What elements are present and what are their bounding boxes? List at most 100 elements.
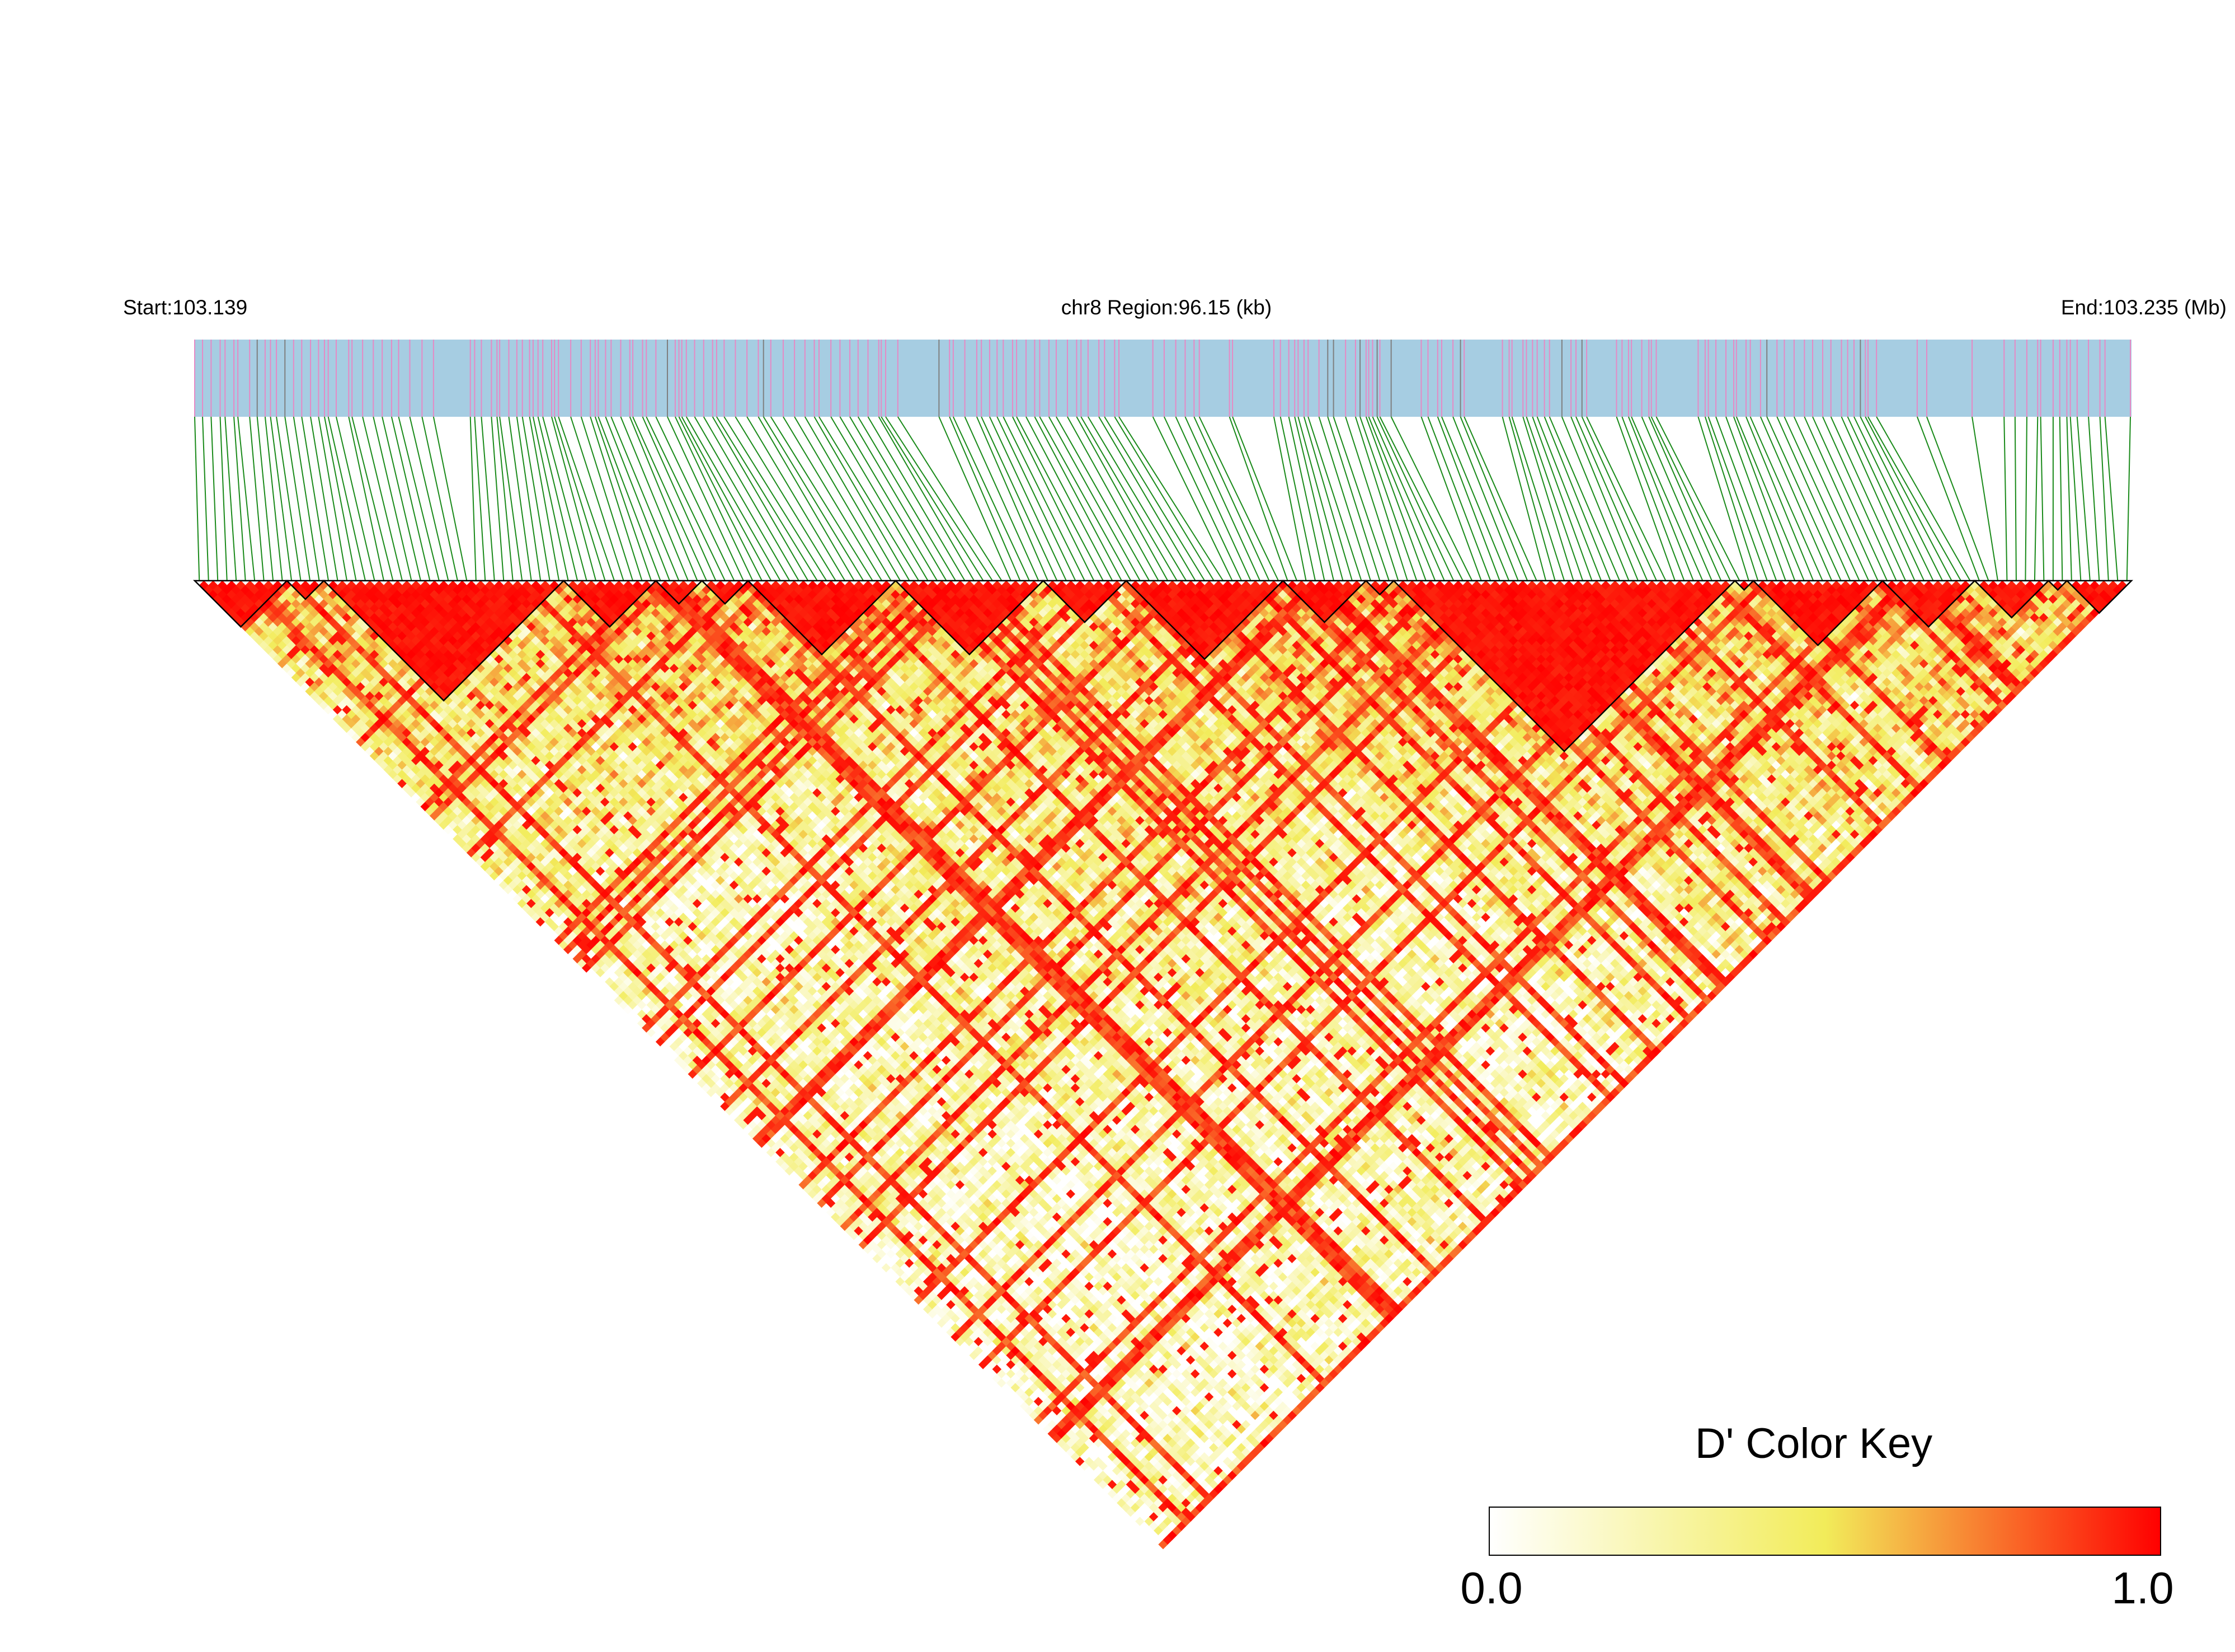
snp-connector-line	[390, 416, 431, 581]
snp-connector-line	[1104, 416, 1206, 581]
snp-connector-line	[1088, 416, 1187, 581]
snp-connector-line	[1707, 416, 1768, 581]
snp-connector-line	[1502, 416, 1547, 581]
snp-connector-line	[1735, 416, 1805, 581]
snp-connector-line	[351, 416, 394, 581]
snp-connector-line	[1526, 416, 1584, 581]
snp-connector-line	[867, 416, 966, 581]
snp-connector-line	[1561, 416, 1630, 581]
snp-connector-line	[1570, 416, 1639, 581]
snp-connector-line	[629, 416, 698, 581]
snp-connector-line	[1229, 416, 1288, 581]
snp-connector-line	[849, 416, 947, 581]
snp-connector-line	[1704, 416, 1759, 581]
snp-connector-line	[1420, 416, 1482, 581]
snp-connector-line	[712, 416, 809, 581]
snp-connector-line	[1766, 416, 1842, 581]
snp-connector-line	[1631, 416, 1704, 581]
snp-connector-line	[1080, 416, 1178, 581]
region-title: chr8 Region:96.15 (kb)	[1061, 296, 1272, 319]
snp-connector-line	[554, 416, 606, 581]
snp-connector-line	[1511, 416, 1565, 581]
snp-position-track	[194, 340, 2132, 417]
snp-connector-line	[952, 416, 1030, 581]
snp-connector-line	[1441, 416, 1510, 581]
snp-connector-line	[885, 416, 993, 581]
snp-connector-line	[469, 416, 477, 581]
snp-connector-line	[1549, 416, 1620, 581]
snp-connector-line	[532, 416, 569, 581]
snp-connector-line	[597, 416, 661, 581]
snp-track-ticks	[194, 340, 2131, 417]
snp-connector-line	[491, 416, 505, 581]
snp-connector-line	[1464, 416, 1537, 581]
snp-connector-line	[508, 416, 532, 581]
snp-connector-line	[1749, 416, 1823, 581]
snp-connector-line	[1804, 416, 1879, 581]
snp-connector-line	[1812, 416, 1888, 581]
snp-connector-line	[1794, 416, 1870, 581]
snp-connector-line	[1776, 416, 1851, 581]
snp-connector-line	[1575, 416, 1648, 581]
snp-connector-line	[2076, 416, 2091, 581]
snp-connector-line	[542, 416, 587, 581]
snp-connector-line	[1273, 416, 1307, 581]
snp-connector-line	[678, 416, 763, 581]
snp-connector-line	[1279, 416, 1316, 581]
snp-connector-line	[1867, 416, 1961, 581]
snp-connector-line	[1745, 416, 1814, 581]
snp-connector-line	[1175, 416, 1251, 581]
snp-connector-line	[327, 416, 366, 581]
snp-connector-line	[1294, 416, 1334, 581]
snp-connector-line	[1193, 416, 1270, 581]
snp-connector-line	[1437, 416, 1500, 581]
snp-connector-line	[1232, 416, 1297, 581]
snp-connector-line	[310, 416, 338, 581]
snp-connector-line	[1114, 416, 1215, 581]
snp-connector-line	[348, 416, 384, 581]
snp-connector-line	[323, 416, 357, 581]
snp-connector-line	[336, 416, 375, 581]
snp-connector-line	[1641, 416, 1712, 581]
snp-connector-line	[949, 416, 1021, 581]
snp-connector-line	[1048, 416, 1141, 581]
snp-connector-line	[1359, 416, 1418, 581]
snp-connector-line	[474, 416, 486, 581]
snp-connector-line	[981, 416, 1058, 581]
snp-connector-line	[857, 416, 956, 581]
snp-connector-line	[293, 416, 320, 581]
snp-connector-line	[590, 416, 643, 581]
snp-connector-line	[516, 416, 542, 581]
snp-connector-line	[2040, 416, 2045, 581]
snp-connector-line	[1860, 416, 1943, 581]
snp-connector-line	[839, 416, 938, 581]
snp-connector-line	[1508, 416, 1556, 581]
snp-connector-line	[594, 416, 652, 581]
snp-connector-line	[989, 416, 1067, 581]
snp-connector-line	[996, 416, 1076, 581]
snp-connector-line	[1876, 416, 1971, 581]
snp-connector-line	[2069, 416, 2082, 581]
snp-connector-line	[496, 416, 514, 581]
snp-connector-line	[1003, 416, 1085, 581]
snp-connector-line	[1379, 416, 1464, 581]
snp-connector-line	[1184, 416, 1261, 581]
snp-connector-line	[685, 416, 781, 581]
snp-connector-line	[2034, 416, 2039, 581]
snp-connector-line	[716, 416, 818, 581]
snp-connector-line	[2126, 416, 2131, 581]
snp-connector-line	[362, 416, 403, 581]
snp-connector-line	[1586, 416, 1667, 581]
snp-connector-line	[723, 416, 827, 581]
snp-connector-line	[1303, 416, 1353, 581]
snp-connector-line	[632, 416, 707, 581]
snp-connector-line	[202, 416, 209, 581]
snp-connector-line	[1621, 416, 1685, 581]
snp-connector-line	[551, 416, 597, 581]
snp-connector-line	[224, 416, 237, 581]
snp-connector-line	[1368, 416, 1436, 581]
snp-connector-line	[1865, 416, 1952, 581]
snp-connector-line	[735, 416, 836, 581]
snp-connector-line	[655, 416, 735, 581]
snp-connector-line	[881, 416, 984, 581]
